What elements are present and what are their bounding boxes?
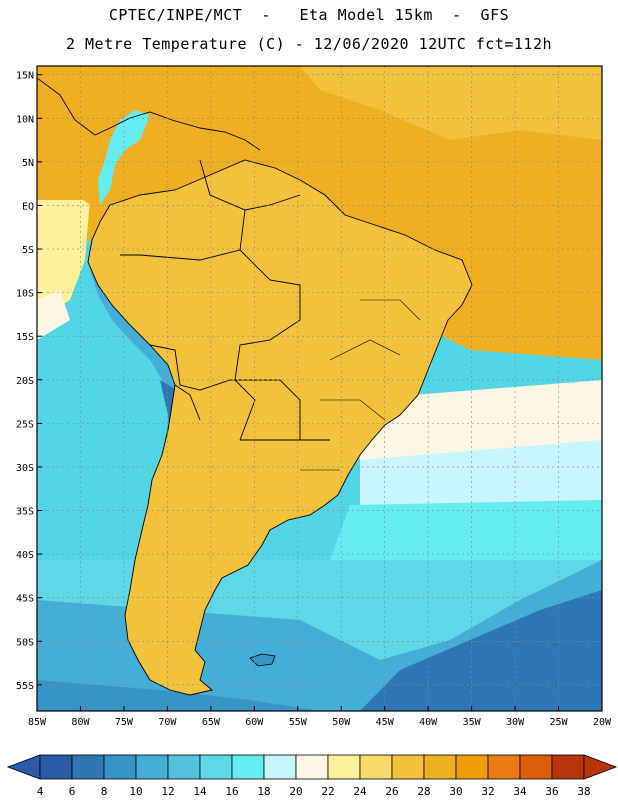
lon-tick-label: 75W — [115, 717, 134, 728]
falkland-islands — [249, 653, 276, 667]
lat-tick-label: 15N — [16, 71, 34, 82]
colorbar-swatch — [487, 754, 521, 780]
country-borders — [120, 159, 330, 441]
colorbar-swatch — [135, 754, 169, 780]
lon-tick-label: 60W — [245, 717, 264, 728]
lat-tick-label: 20S — [16, 376, 34, 387]
colorbar-swatch — [391, 754, 425, 780]
lon-tick-label: 35W — [463, 717, 482, 728]
lon-tick-label: 20W — [593, 717, 612, 728]
lat-tick-label: 10S — [16, 289, 34, 300]
colorbar-swatch — [231, 754, 265, 780]
colorbar-label: 32 — [481, 785, 494, 798]
lat-tick-label: 55S — [16, 681, 34, 692]
colorbar-swatch — [103, 754, 137, 780]
longitude-tick-labels: 85W 80W 75W 70W 65W 60W 55W 50W 45W 40W 35W 30W 25W 2… — [28, 706, 612, 728]
lat-tick-label: 45S — [16, 594, 34, 605]
lon-tick-label: 45W — [376, 717, 395, 728]
lat-tick-label: 25S — [16, 419, 34, 430]
pacific-equatorial — [37, 200, 90, 320]
colorbar-label: 8 — [101, 785, 108, 798]
colorbar-swatch — [263, 754, 297, 780]
colorbar-label: 6 — [69, 785, 76, 798]
colorbar-label: 10 — [129, 785, 142, 798]
colorbar-low-arrow — [6, 754, 41, 780]
colorbar-swatch — [455, 754, 489, 780]
lat-tick-label: 5N — [22, 158, 34, 169]
colorbar-label: 36 — [545, 785, 558, 798]
colorbar-high-arrow — [583, 754, 618, 780]
lon-tick-label: 65W — [202, 717, 221, 728]
atlantic-light-cyan-band — [360, 440, 602, 510]
colorbar-swatch — [519, 754, 553, 780]
north-atlantic-warm — [300, 66, 602, 140]
lat-tick-label: 15S — [16, 332, 34, 343]
coastlines — [37, 77, 473, 696]
lon-tick-label: 50W — [332, 717, 351, 728]
colorbar-label: 28 — [417, 785, 430, 798]
lat-lon-grid — [36, 66, 603, 711]
pacific-pale-patch — [37, 290, 70, 340]
colombian-andes-cool — [98, 110, 150, 205]
colorbar-label: 20 — [289, 785, 302, 798]
latitude-tick-labels: 15N 10N 5N EQ 5S 10S 15S 20S 25S 30S 35S 40S 45S 50S 5… — [16, 71, 42, 692]
lon-tick-label: 85W — [28, 717, 47, 728]
colorbar-label: 18 — [257, 785, 270, 798]
lon-tick-label: 70W — [158, 717, 177, 728]
colorbar-label: 38 — [577, 785, 590, 798]
colorbar-label: 12 — [161, 785, 174, 798]
chart-title-line-1: CPTEC/INPE/MCT - Eta Model 15km - GFS — [108, 6, 510, 24]
chart-title-line-2: 2 Metre Temperature (C) - 12/06/2020 12U… — [65, 35, 553, 53]
lat-tick-label: 5S — [22, 245, 34, 256]
colorbar-swatch — [167, 754, 201, 780]
lon-tick-label: 40W — [419, 717, 438, 728]
colorbar-label: 34 — [513, 785, 527, 798]
colorbar-label: 14 — [193, 785, 207, 798]
colorbar-label: 16 — [225, 785, 238, 798]
southern-ocean-coldest — [360, 590, 602, 711]
lat-tick-label: EQ — [22, 201, 34, 212]
colorbar-swatch — [327, 754, 361, 780]
drake-passage-cold — [37, 680, 320, 711]
caribbean-coastline — [37, 77, 261, 151]
colorbar-swatch — [423, 754, 457, 780]
colorbar-swatch — [359, 754, 393, 780]
state-borders — [300, 299, 421, 471]
colorbar-swatch — [71, 754, 105, 780]
lon-tick-label: 25W — [550, 717, 569, 728]
lon-tick-label: 80W — [71, 717, 90, 728]
map-frame — [36, 65, 603, 712]
lat-tick-label: 10N — [16, 114, 34, 125]
northern-andes-land — [37, 78, 260, 220]
lat-tick-label: 40S — [16, 550, 34, 561]
lon-tick-label: 55W — [289, 717, 308, 728]
colorbar-swatch — [199, 754, 233, 780]
colorbar-swatch — [551, 754, 585, 780]
colorbar-swatch — [295, 754, 329, 780]
colorbar-label: 30 — [449, 785, 462, 798]
lat-tick-label: 35S — [16, 507, 34, 518]
lat-tick-label: 50S — [16, 637, 34, 648]
colorbar: 4 6 8 10 12 14 16 18 20 22 24 26 28 30 32 34 36 38 — [6, 754, 618, 798]
colorbar-label: 26 — [385, 785, 398, 798]
colorbar-swatch — [39, 754, 73, 780]
colorbar-label: 22 — [321, 785, 334, 798]
lat-tick-label: 30S — [16, 463, 34, 474]
colorbar-label: 4 — [37, 785, 44, 798]
lon-tick-label: 30W — [506, 717, 525, 728]
colorbar-label: 24 — [353, 785, 367, 798]
